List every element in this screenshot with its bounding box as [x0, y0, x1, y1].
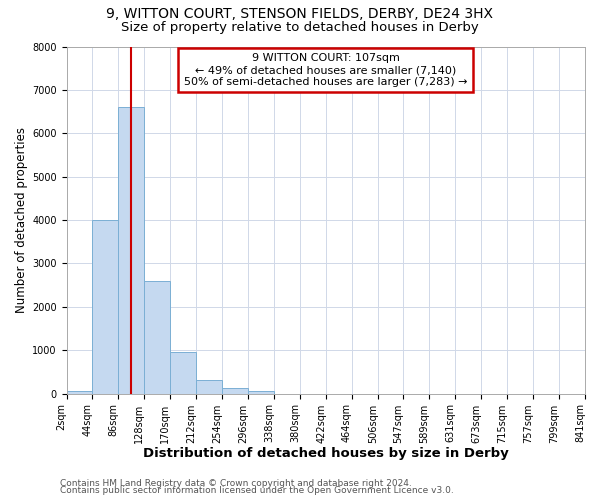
Bar	[196, 380, 222, 394]
Y-axis label: Number of detached properties: Number of detached properties	[15, 127, 28, 313]
Bar	[222, 388, 248, 394]
X-axis label: Distribution of detached houses by size in Derby: Distribution of detached houses by size …	[143, 447, 509, 460]
Bar	[67, 392, 92, 394]
Text: Contains HM Land Registry data © Crown copyright and database right 2024.: Contains HM Land Registry data © Crown c…	[60, 478, 412, 488]
Bar	[145, 281, 170, 394]
Bar	[170, 352, 196, 394]
Bar	[92, 220, 118, 394]
Text: 9, WITTON COURT, STENSON FIELDS, DERBY, DE24 3HX: 9, WITTON COURT, STENSON FIELDS, DERBY, …	[107, 8, 493, 22]
Bar	[118, 107, 145, 394]
Text: Contains public sector information licensed under the Open Government Licence v3: Contains public sector information licen…	[60, 486, 454, 495]
Text: 9 WITTON COURT: 107sqm
← 49% of detached houses are smaller (7,140)
50% of semi-: 9 WITTON COURT: 107sqm ← 49% of detached…	[184, 54, 467, 86]
Bar	[248, 392, 274, 394]
Text: Size of property relative to detached houses in Derby: Size of property relative to detached ho…	[121, 21, 479, 34]
